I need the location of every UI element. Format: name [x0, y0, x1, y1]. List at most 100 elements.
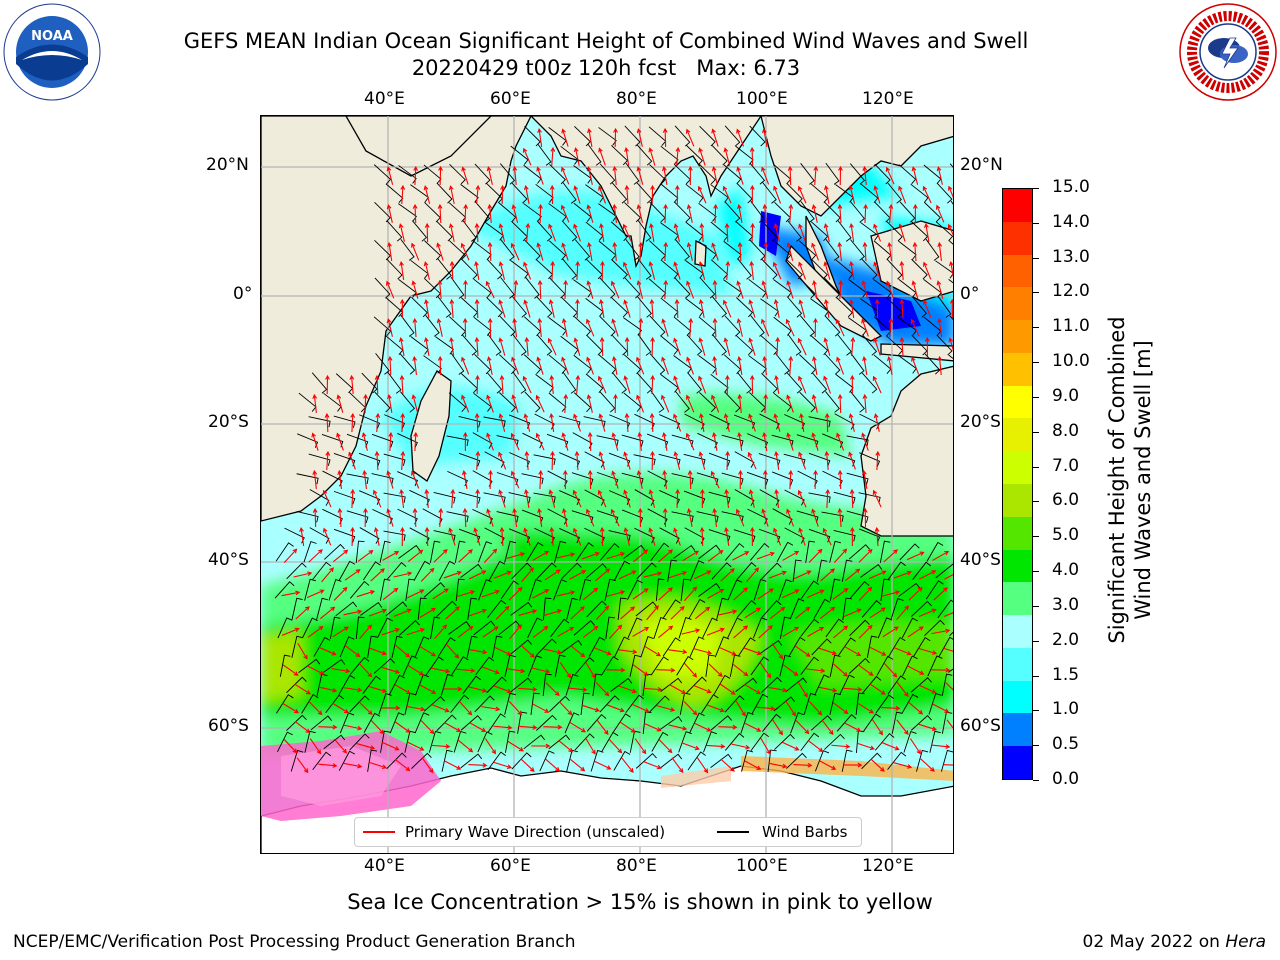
wave-direction-arrow	[762, 431, 768, 451]
footer-right: 02 May 2022 on Hera	[1083, 932, 1267, 952]
footer-left: NCEP/EMC/Verification Post Processing Pr…	[13, 932, 576, 952]
wave-direction-arrow	[375, 412, 381, 433]
wave-direction-arrow	[837, 203, 843, 224]
wind-barb	[448, 240, 467, 261]
wave-direction-arrow	[344, 569, 361, 581]
wave-direction-arrow	[719, 683, 736, 695]
wave-direction-arrow	[759, 662, 772, 679]
wind-barb	[761, 600, 782, 618]
wave-direction-arrow	[523, 261, 532, 280]
wave-direction-arrow	[837, 393, 843, 414]
wind-barb	[808, 452, 831, 467]
wind-barb	[862, 713, 881, 733]
wind-barb	[371, 473, 394, 485]
wind-barb	[460, 715, 482, 731]
wind-barb	[598, 203, 617, 222]
wave-direction-arrow	[424, 298, 430, 318]
wind-barb	[400, 314, 415, 337]
wave-direction-arrow	[658, 549, 674, 563]
wave-direction-arrow	[510, 470, 520, 489]
wind-barb	[637, 296, 652, 318]
wind-barb	[325, 694, 345, 713]
wind-barb	[625, 694, 645, 714]
wave-direction-arrow	[744, 683, 762, 695]
wave-direction-arrow	[819, 606, 836, 620]
colorbar	[1002, 188, 1033, 780]
wind-barb	[486, 296, 503, 318]
legend-wind-line	[717, 831, 749, 833]
wind-barb	[689, 560, 705, 582]
wind-barb	[689, 712, 705, 734]
wave-direction-arrow	[594, 760, 612, 770]
wind-barb	[609, 490, 631, 506]
wind-barb	[911, 258, 928, 280]
wind-barb	[562, 181, 577, 204]
wave-direction-arrow	[836, 432, 845, 451]
wave-direction-arrow	[875, 450, 881, 471]
wind-barb	[792, 559, 802, 582]
wave-direction-arrow	[636, 204, 644, 223]
wave-direction-arrow	[658, 587, 673, 601]
wind-barb	[377, 617, 393, 639]
wave-direction-arrow	[823, 375, 831, 394]
wind-barb	[398, 165, 417, 184]
wave-direction-arrow	[281, 627, 300, 636]
wind-barb	[312, 561, 332, 580]
wave-direction-arrow	[431, 667, 451, 674]
wave-direction-arrow	[433, 548, 448, 563]
wind-barb	[500, 277, 515, 299]
wave-direction-arrow	[798, 451, 807, 470]
wind-barb	[359, 414, 381, 429]
nws-logo	[1178, 2, 1278, 102]
wave-direction-arrow	[837, 507, 843, 528]
wind-barb	[587, 143, 602, 166]
wind-barb	[487, 599, 507, 618]
wind-barb	[458, 415, 481, 428]
wind-barb	[811, 258, 828, 280]
wind-barb	[858, 492, 881, 504]
wave-direction-arrow	[669, 684, 687, 694]
wave-direction-arrow	[411, 470, 420, 489]
wave-direction-arrow	[843, 687, 863, 692]
wave-direction-arrow	[572, 489, 582, 508]
wave-direction-arrow	[473, 527, 481, 546]
wave-direction-arrow	[622, 261, 632, 280]
wave-direction-arrow	[919, 570, 937, 580]
wave-direction-arrow	[420, 567, 435, 582]
wind-barb	[486, 676, 507, 694]
wind-barb	[404, 730, 416, 753]
wave-direction-arrow	[771, 643, 784, 660]
wave-direction-arrow	[406, 705, 426, 712]
wave-direction-arrow	[583, 587, 599, 601]
colorbar-band	[1003, 254, 1032, 288]
wave-direction-arrow	[725, 374, 730, 395]
wave-direction-arrow	[318, 724, 338, 730]
wave-direction-arrow	[844, 646, 862, 657]
wave-direction-arrow	[399, 298, 405, 319]
wind-barb	[787, 333, 802, 356]
wind-barb	[725, 732, 745, 751]
wave-direction-arrow	[523, 299, 531, 318]
wave-direction-arrow	[618, 685, 637, 694]
wind-barb	[708, 491, 731, 504]
wind-barb	[776, 541, 794, 562]
wave-direction-arrow	[370, 720, 385, 735]
colorbar-tick-mark	[1033, 188, 1039, 189]
wind-barb	[613, 750, 631, 771]
wave-direction-arrow	[511, 356, 520, 375]
wave-direction-arrow	[586, 204, 594, 223]
lon-label-bottom-40e: 40°E	[364, 856, 405, 876]
wind-barb	[598, 127, 617, 146]
wave-direction-arrow	[381, 705, 401, 711]
wave-direction-arrow	[882, 626, 899, 638]
wave-direction-arrow	[598, 413, 606, 432]
wind-barb	[374, 391, 391, 413]
wave-direction-arrow	[458, 700, 473, 716]
wave-direction-arrow	[811, 394, 818, 413]
wind-barb	[876, 655, 894, 676]
wave-direction-arrow	[696, 757, 709, 774]
wind-barb	[636, 562, 657, 580]
wind-barb	[429, 540, 441, 563]
wind-barb	[536, 562, 557, 580]
wave-direction-arrow	[293, 571, 313, 578]
